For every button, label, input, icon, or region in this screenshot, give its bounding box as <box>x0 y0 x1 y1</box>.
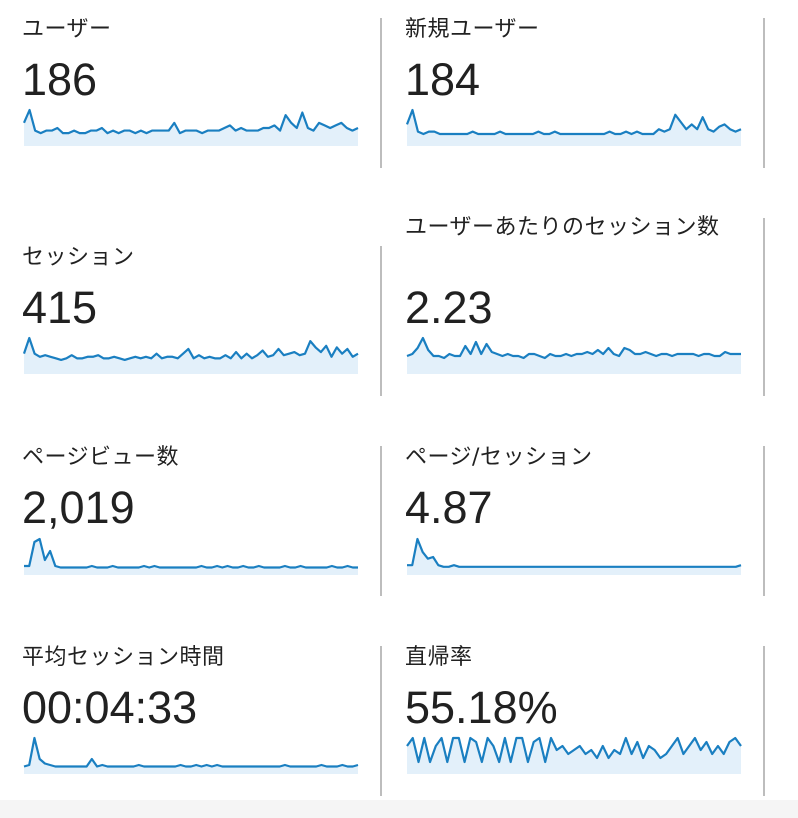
metric-label: 新規ユーザー <box>405 17 540 42</box>
metric-value: 00:04:33 <box>22 682 198 733</box>
metric-label: ユーザー <box>22 17 112 42</box>
sparkline-chart <box>407 537 742 575</box>
sparkline-chart <box>23 736 359 774</box>
column-divider <box>763 446 765 596</box>
metric-value: 4.87 <box>405 482 493 533</box>
metric-value: 415 <box>22 282 98 333</box>
metric-card-sessions[interactable]: セッション 415 <box>22 220 382 400</box>
metric-value: 184 <box>405 54 481 105</box>
sparkline-chart <box>22 336 359 374</box>
column-divider <box>380 446 382 596</box>
column-divider <box>380 18 382 168</box>
metric-card-users[interactable]: ユーザー 186 <box>22 0 382 170</box>
metric-label: ユーザーあたりのセッション数 <box>405 215 720 240</box>
sparkline-chart <box>406 736 742 774</box>
column-divider <box>380 646 382 796</box>
metric-card-new-users[interactable]: 新規ユーザー 184 <box>405 0 765 170</box>
metric-label: ページビュー数 <box>22 445 180 470</box>
sparkline-area <box>407 738 741 774</box>
metric-card-sessions-per-user[interactable]: ユーザーあたりのセッション数 2.23 <box>405 215 765 400</box>
metric-value: 2,019 <box>22 482 135 533</box>
sparkline-area <box>24 338 358 374</box>
sparkline-line <box>405 108 742 136</box>
metric-value: 2.23 <box>405 282 493 333</box>
metric-label: ページ/セッション <box>405 445 593 470</box>
sparkline-line <box>24 537 358 569</box>
sparkline-line <box>23 736 359 768</box>
sparkline-area <box>24 539 358 575</box>
metric-card-pageviews[interactable]: ページビュー数 2,019 <box>22 420 382 600</box>
column-divider <box>763 646 765 796</box>
sparkline-chart <box>405 108 742 146</box>
sparkline-chart <box>24 537 358 575</box>
sparkline-area <box>407 539 741 575</box>
sparkline-line <box>22 336 359 362</box>
sparkline-chart <box>406 336 741 374</box>
sparkline-area <box>24 738 358 774</box>
metric-card-pages-per-session[interactable]: ページ/セッション 4.87 <box>405 420 765 600</box>
footer-strip <box>0 800 798 818</box>
sparkline-line <box>406 336 741 360</box>
metric-card-bounce-rate[interactable]: 直帰率 55.18% <box>405 620 765 800</box>
column-divider <box>380 246 382 396</box>
sparkline-line <box>406 736 742 764</box>
sparkline-area <box>407 110 741 146</box>
metric-label: セッション <box>22 245 135 270</box>
metric-value: 55.18% <box>405 682 558 733</box>
metric-card-avg-session-duration[interactable]: 平均セッション時間 00:04:33 <box>22 620 382 800</box>
column-divider <box>763 218 765 396</box>
sparkline-line <box>22 108 359 135</box>
metric-label: 平均セッション時間 <box>22 645 225 670</box>
column-divider <box>763 18 765 168</box>
metric-label: 直帰率 <box>405 645 473 670</box>
sparkline-line <box>407 537 742 568</box>
sparkline-chart <box>22 108 359 146</box>
sparkline-area <box>24 110 358 146</box>
metric-value: 186 <box>22 54 98 105</box>
